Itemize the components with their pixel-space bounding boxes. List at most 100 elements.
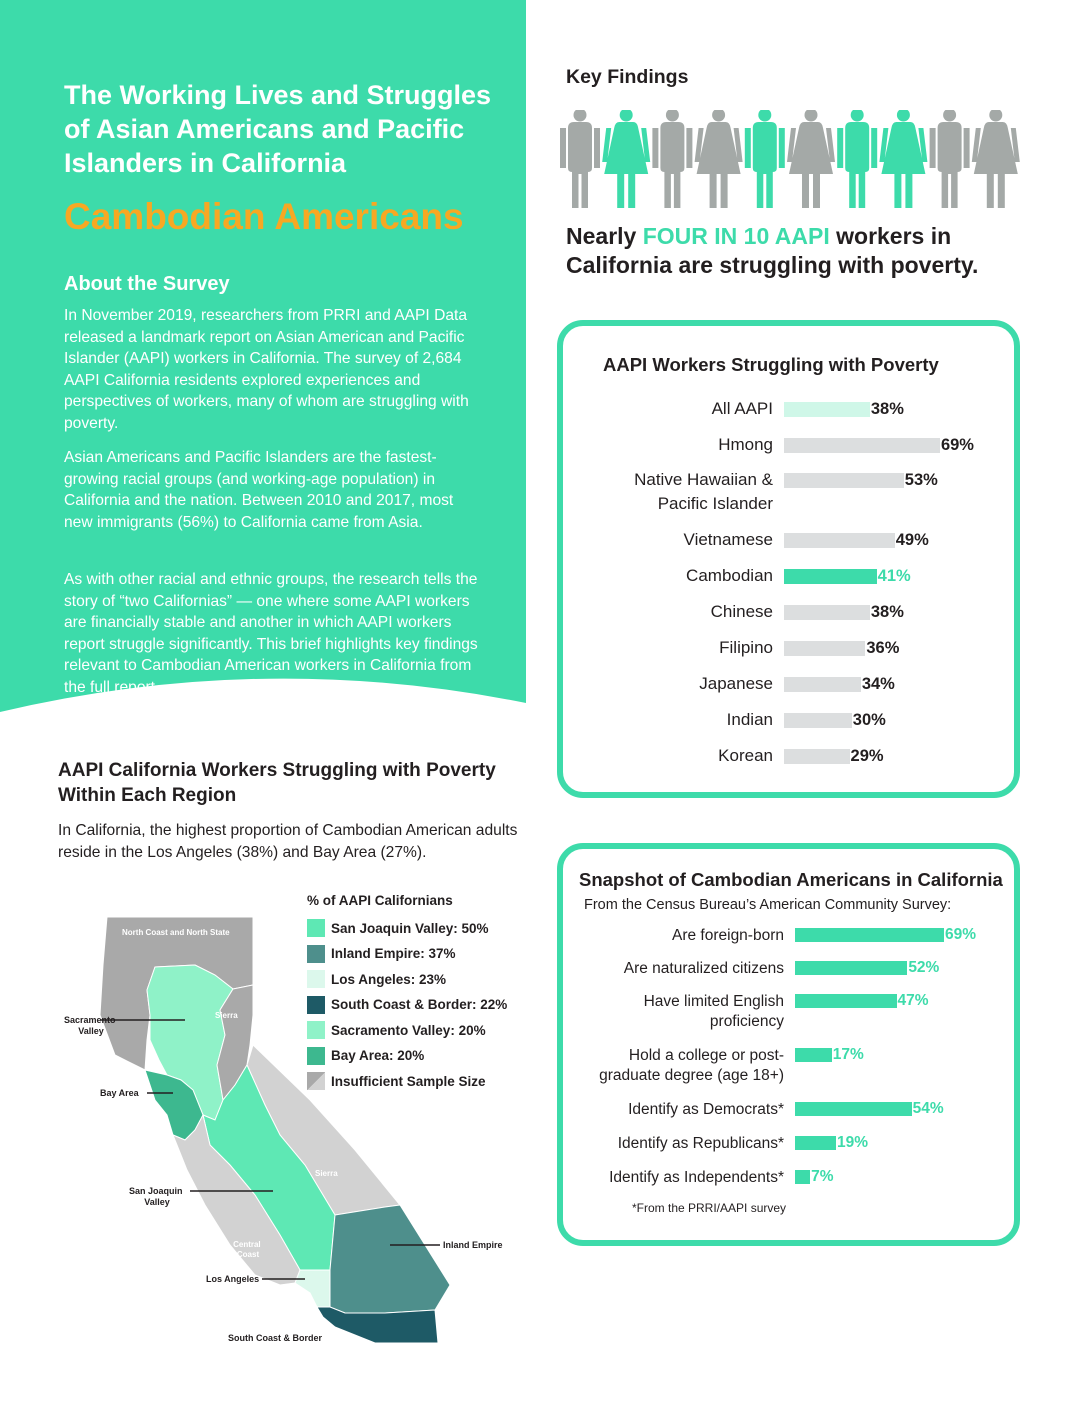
bar-value-label: 41% <box>877 567 911 585</box>
hero-title: The Working Lives and Struggles of Asian… <box>64 80 492 178</box>
male-person-icon <box>744 110 785 208</box>
bar-value-label: 29% <box>850 747 884 765</box>
key-findings-title: Key Findings <box>566 66 689 88</box>
map-label-central-coast: Central Coast <box>233 1240 263 1259</box>
hero-background <box>0 0 526 712</box>
snapshot-category-label: Have limited English proficiency <box>643 993 784 1030</box>
female-person-icon <box>602 110 651 208</box>
legend-swatch <box>307 1021 325 1039</box>
bar-value-label: 69% <box>940 436 974 454</box>
male-person-icon <box>929 110 970 208</box>
snapshot-value-label: 7% <box>811 1168 834 1185</box>
key-findings-statement: Nearly FOUR IN 10 AAPI workers in Califo… <box>566 223 979 278</box>
bar <box>784 402 870 417</box>
legend-item: South Coast & Border: 22% <box>307 995 507 1015</box>
bar <box>784 605 870 620</box>
map-region-south-coast <box>316 1306 439 1344</box>
about-paragraph: As with other racial and ethnic groups, … <box>64 571 478 696</box>
map-region-inland-empire <box>329 1204 451 1314</box>
map-label-south-coast: South Coast & Border <box>228 1333 323 1343</box>
legend-item: Inland Empire: 37% <box>307 944 456 964</box>
bar <box>784 641 866 656</box>
snapshot-category-label: Are naturalized citizens <box>623 960 784 977</box>
map-label-sierra-north: Sierra <box>215 1011 238 1020</box>
bar <box>784 473 904 488</box>
bar-category-label: Japanese <box>699 674 773 693</box>
snapshot-value-label: 69% <box>945 926 977 943</box>
female-person-icon <box>787 110 835 208</box>
legend-label: Los Angeles: 23% <box>331 971 447 987</box>
bar-value-label: 38% <box>870 400 904 418</box>
legend-item: Los Angeles: 23% <box>307 969 446 989</box>
legend-swatch <box>307 995 325 1014</box>
map-label-san-joaquin: San Joaquin Valley <box>129 1186 185 1207</box>
legend-swatch <box>307 1046 325 1065</box>
legend-swatch <box>307 970 325 988</box>
bar-category-label: Chinese <box>710 602 773 621</box>
region-intro: In California, the highest proportion of… <box>58 822 518 861</box>
legend-label: Insufficient Sample Size <box>331 1073 486 1089</box>
map-region-central-coast <box>172 1113 301 1286</box>
map-label-sacramento: Sacramento Valley <box>64 1015 118 1036</box>
snapshot-category-label: Are foreign-born <box>671 927 784 944</box>
legend-item: Bay Area: 20% <box>307 1046 424 1066</box>
map-label-sierra-south: Sierra <box>315 1169 338 1178</box>
about-paragraph: Asian Americans and Pacific Islanders ar… <box>64 449 454 531</box>
legend-swatch <box>307 944 325 963</box>
legend-label: Inland Empire: 37% <box>331 946 456 961</box>
bar-category-label: Hmong <box>718 435 773 454</box>
legend-label: San Joaquin Valley: 50% <box>331 920 489 936</box>
bar-category-label: Filipino <box>719 638 773 657</box>
bar <box>784 438 940 453</box>
snapshot-bar <box>795 994 897 1008</box>
bar-value-label: 30% <box>852 711 886 729</box>
snapshot-bar <box>795 961 908 975</box>
bar-value-label: 34% <box>861 675 895 693</box>
snapshot-value-label: 47% <box>897 992 929 1009</box>
map-label-bay-area: Bay Area <box>100 1088 140 1098</box>
bar-value-label: 49% <box>895 531 929 549</box>
male-person-icon <box>560 110 600 208</box>
bar-category-label: Korean <box>718 746 773 765</box>
snapshot-category-label: Identify as Republicans* <box>617 1135 784 1152</box>
legend-label: South Coast & Border: 22% <box>331 997 508 1012</box>
legend-item: San Joaquin Valley: 50% <box>307 918 489 938</box>
male-person-icon <box>837 110 878 208</box>
female-person-icon <box>879 110 928 208</box>
snapshot-category-label: Identify as Democrats* <box>628 1101 784 1118</box>
region-heading: AAPI California Workers Struggling with … <box>58 760 496 806</box>
bar-category-label: Native Hawaiian & Pacific Islander <box>634 470 773 513</box>
bar-category-label: Indian <box>726 710 773 729</box>
legend-label: Sacramento Valley: 20% <box>331 1022 486 1038</box>
poverty-chart-title: AAPI Workers Struggling with Poverty <box>603 354 939 375</box>
snapshot-value-label: 54% <box>912 1100 944 1117</box>
legend-swatch <box>307 1072 325 1090</box>
legend-title: % of AAPI Californians <box>307 893 453 908</box>
bar <box>784 749 850 764</box>
map-region-los-angeles <box>294 1269 331 1308</box>
hero-subtitle: Cambodian Americans <box>64 196 464 237</box>
snapshot-bar <box>795 1102 912 1116</box>
female-person-icon <box>971 110 1020 208</box>
snapshot-category-label: Hold a college or post-graduate degree (… <box>599 1047 784 1084</box>
bar <box>784 533 895 548</box>
california-map: North Coast and North State Sierra Sierr… <box>64 916 503 1344</box>
snapshot-subtitle: From the Census Bureau’s American Commun… <box>584 897 952 913</box>
male-person-icon <box>652 110 693 208</box>
bar <box>784 677 861 692</box>
snapshot-bar <box>795 1048 832 1062</box>
bar-value-label: 36% <box>866 639 900 657</box>
legend-item: Sacramento Valley: 20% <box>307 1020 486 1040</box>
snapshot-value-label: 17% <box>832 1046 864 1063</box>
bar-category-label: All AAPI <box>711 399 773 418</box>
snapshot-footnote: *From the PRRI/AAPI survey <box>632 1201 787 1215</box>
snapshot-panel: Snapshot of Cambodian Americans in Calif… <box>557 843 1020 1246</box>
snapshot-category-label: Identify as Independents* <box>609 1169 784 1186</box>
snapshot-value-label: 52% <box>908 959 940 976</box>
female-person-icon <box>694 110 743 208</box>
bar <box>784 569 877 584</box>
snapshot-bar <box>795 928 945 942</box>
snapshot-title: Snapshot of Cambodian Americans in Calif… <box>579 869 1003 890</box>
bar-category-label: Cambodian <box>686 566 773 585</box>
legend-item: Insufficient Sample Size <box>307 1071 486 1091</box>
